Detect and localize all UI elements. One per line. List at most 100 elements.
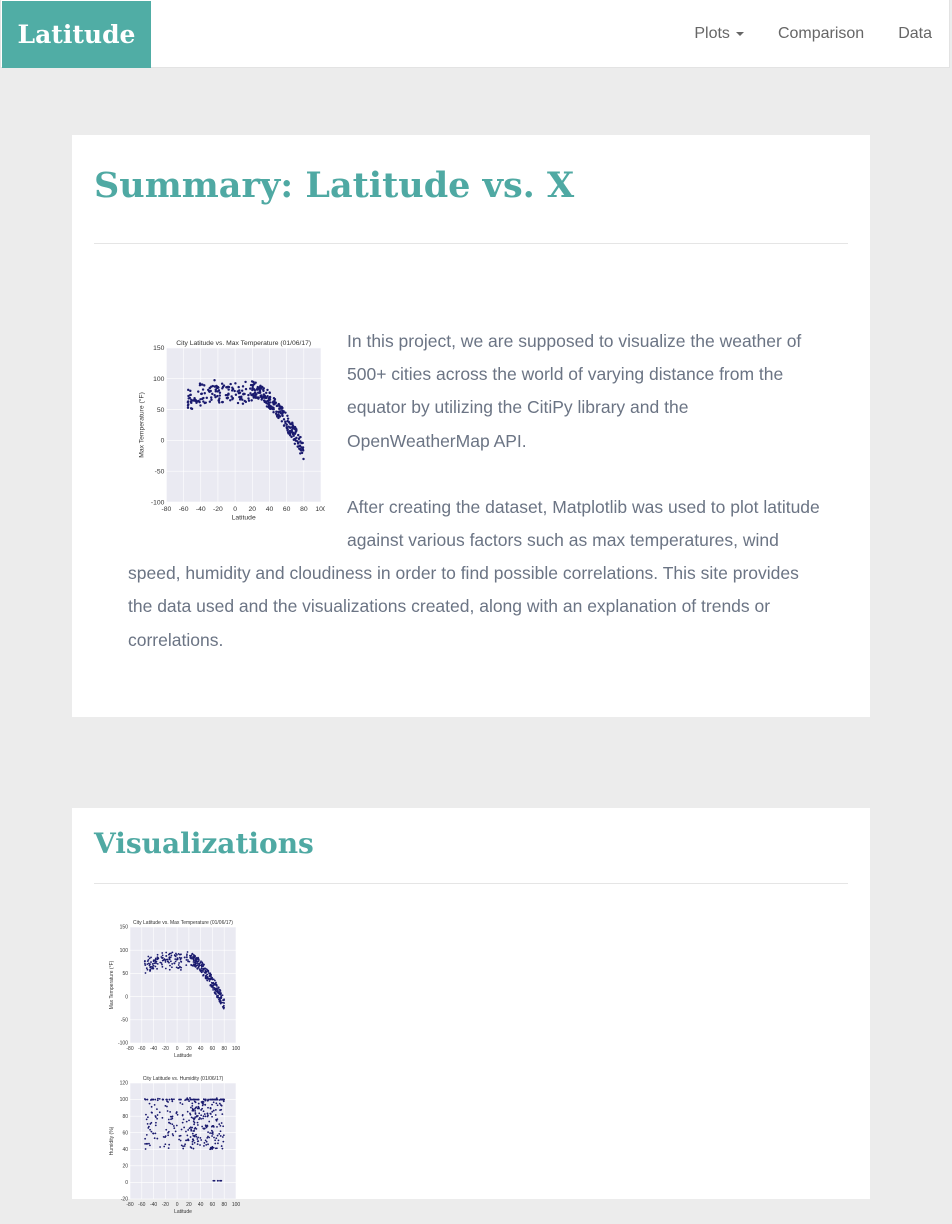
y-tick-label: 50: [157, 407, 165, 414]
data-point: [192, 1109, 195, 1112]
data-point: [251, 386, 254, 389]
data-point: [190, 1128, 193, 1131]
data-point: [221, 1147, 224, 1150]
data-point: [194, 961, 197, 964]
data-point: [216, 1179, 219, 1182]
data-point: [194, 1098, 196, 1101]
x-tick-label: 80: [221, 1202, 227, 1208]
summary-plot-image[interactable]: -80 -60 -40 -20 0 20 40 60 80 100 150 100 50 0 -50 -100…: [128, 329, 326, 529]
data-point: [215, 1102, 218, 1105]
data-point: [155, 1121, 157, 1124]
data-point: [196, 1107, 199, 1110]
data-point: [154, 957, 157, 960]
data-point: [194, 1110, 197, 1112]
data-point: [209, 984, 212, 987]
data-point: [221, 1136, 224, 1138]
data-point: [216, 390, 219, 393]
data-point: [186, 1097, 189, 1100]
data-point: [186, 1134, 189, 1137]
data-point: [212, 1179, 215, 1182]
viz-plot-thumbnail-humidity[interactable]: -80 -60 -40 -20 0 20 40 60 80 100 120 100 80 60 40 20 0 -…: [100, 1069, 240, 1224]
data-point: [174, 960, 177, 963]
data-point: [281, 413, 284, 417]
viz-plot-thumbnail-temperature[interactable]: -80 -60 -40 -20 0 20 40 60 80 100 150 100 50 0 -50 -100…: [100, 913, 240, 1068]
data-point: [278, 407, 281, 411]
data-point: [190, 407, 194, 411]
data-point: [198, 400, 201, 404]
data-point: [208, 390, 211, 393]
data-point: [161, 959, 164, 962]
data-point: [156, 962, 159, 965]
data-point: [227, 393, 230, 396]
data-point: [189, 1136, 192, 1138]
data-point: [214, 1108, 217, 1111]
data-point: [216, 1126, 218, 1128]
data-point: [204, 967, 207, 970]
data-point: [220, 1108, 223, 1111]
data-point: [146, 968, 149, 971]
data-point: [198, 383, 202, 387]
data-point: [180, 960, 182, 963]
data-point: [206, 979, 209, 982]
data-point: [187, 400, 190, 403]
data-point: [299, 448, 302, 451]
data-point: [158, 1111, 161, 1114]
data-point: [164, 1143, 167, 1146]
data-point: [213, 379, 216, 382]
data-point: [145, 1133, 148, 1136]
data-point: [194, 959, 197, 962]
data-point: [188, 1119, 190, 1122]
data-point: [208, 1136, 211, 1139]
data-point: [195, 401, 198, 404]
data-point: [218, 394, 222, 397]
y-tick-label: -50: [121, 1017, 128, 1023]
data-point: [218, 1123, 221, 1126]
data-point: [156, 958, 159, 961]
brand-logo-link[interactable]: Latitude: [2, 1, 151, 68]
data-point: [182, 1147, 185, 1150]
data-point: [297, 441, 300, 445]
nav-data-label: Data: [898, 25, 932, 42]
nav-plots-dropdown[interactable]: Plots: [677, 0, 761, 68]
data-point: [216, 989, 219, 991]
data-point: [210, 976, 212, 979]
data-point: [210, 981, 213, 984]
data-point: [268, 391, 271, 394]
summary-card: Summary: Latitude vs. X -80 -60 -40 -20 0 20 4…: [72, 135, 870, 717]
data-point: [185, 1120, 188, 1123]
data-point: [299, 440, 302, 443]
data-point: [175, 1124, 178, 1127]
data-point: [174, 958, 177, 960]
data-point: [206, 976, 209, 978]
data-point: [236, 390, 239, 393]
nav-data-link[interactable]: Data: [881, 0, 949, 68]
data-point: [189, 1106, 192, 1109]
data-point: [150, 1111, 153, 1114]
data-point: [156, 1099, 159, 1102]
data-point: [189, 955, 192, 958]
data-point: [292, 438, 296, 441]
data-point: [154, 1124, 157, 1127]
data-point: [185, 954, 188, 957]
data-point: [207, 970, 210, 973]
y-tick-label: -100: [151, 499, 165, 506]
data-point: [189, 400, 193, 404]
x-tick-label: 20: [186, 1046, 192, 1052]
nav-comparison-link[interactable]: Comparison: [761, 0, 881, 68]
data-point: [202, 396, 205, 400]
data-point: [191, 1140, 194, 1143]
data-point: [203, 384, 206, 387]
data-point: [211, 1135, 213, 1137]
data-point: [166, 958, 169, 961]
data-point: [282, 418, 286, 421]
data-point: [189, 1146, 192, 1148]
x-axis-label: Latitude: [174, 1209, 192, 1215]
data-point: [178, 1138, 180, 1141]
data-point: [193, 1135, 196, 1138]
data-point: [262, 387, 266, 390]
data-point: [217, 992, 220, 995]
visualizations-title: Visualizations: [94, 827, 314, 860]
data-point: [192, 1147, 195, 1150]
data-point: [200, 383, 204, 386]
data-point: [216, 385, 220, 389]
